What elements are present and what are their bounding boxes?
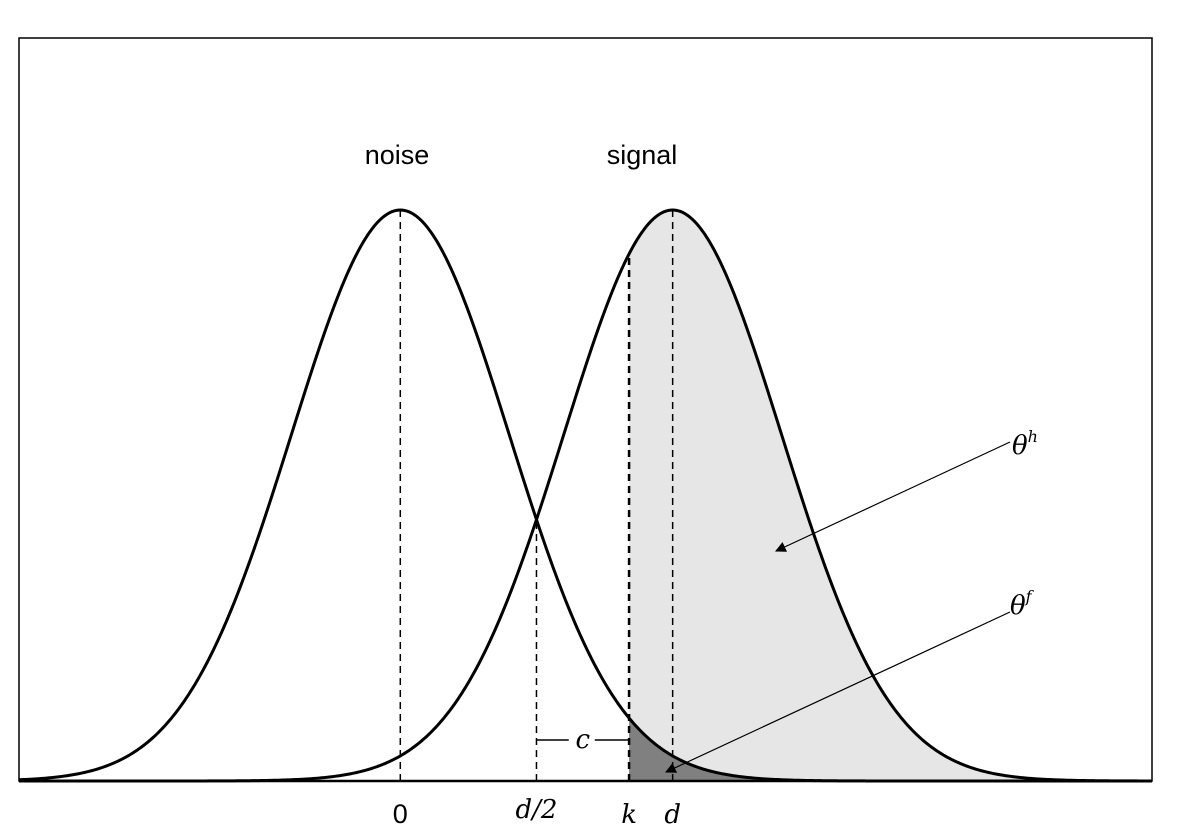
false-alarm-area-theta-f [629,718,1152,781]
c-distance-marker: c [536,725,630,755]
tick-label-d: d [664,800,681,830]
tick-label-k: k [621,800,637,830]
theta-f-annotation: θf [665,587,1035,773]
tick-label-zero: 0 [393,799,408,829]
theta-f-label: θf [1010,587,1035,621]
plot-frame [18,37,1153,782]
theta-f-arrow [665,611,1011,773]
theta-h-arrow [775,441,1011,552]
theta-h-annotation: θh [775,427,1038,552]
c-label: c [575,725,590,755]
noise-label: noise [365,140,430,170]
signal-label: signal [607,140,678,170]
theta-h-label: θh [1012,427,1038,461]
noise-distribution-curve [18,208,1152,783]
tick-label-half-d: d/2 [515,795,557,825]
hit-area-theta-h [629,210,1152,781]
